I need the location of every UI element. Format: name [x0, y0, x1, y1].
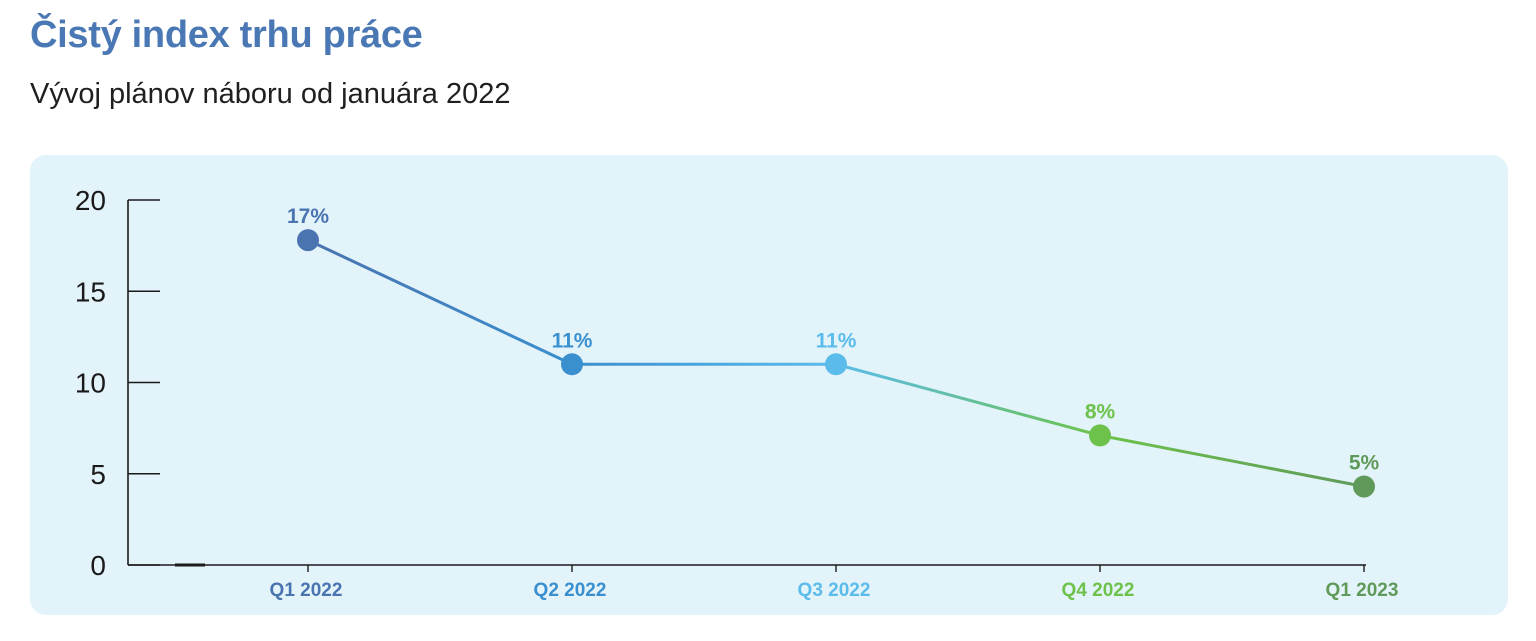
line-segment: [834, 362, 1102, 437]
y-tick-label: 10: [75, 368, 106, 399]
data-point: [561, 353, 583, 376]
data-label: 11%: [816, 329, 857, 352]
line-segment: [1098, 433, 1366, 489]
y-tick-label: 15: [75, 276, 106, 307]
data-point: [1089, 424, 1111, 447]
line-segment: [306, 238, 574, 366]
data-point: [1353, 475, 1375, 498]
chart-data-labels: 17% 11% 11% 8% 5%: [287, 205, 1380, 474]
y-tick-label: 0: [90, 550, 106, 581]
chart-axes: 0 5 10 15 20 Q1 2022 Q2 2022 Q3 2022 Q4 2022 Q1 2…: [75, 185, 1399, 601]
data-label: 17%: [287, 205, 329, 228]
data-label: 5%: [1349, 452, 1380, 475]
x-tick-label: Q1 2022: [270, 580, 343, 601]
x-tick-label: Q1 2023: [1326, 580, 1399, 601]
chart-panel: [30, 155, 1508, 615]
data-label: 8%: [1085, 400, 1116, 423]
y-tick-label: 20: [75, 185, 106, 216]
data-point: [825, 353, 847, 376]
chart-series-line: [306, 238, 1366, 489]
data-label: 11%: [552, 329, 593, 352]
data-point: [297, 229, 319, 252]
x-tick-label: Q4 2022: [1062, 580, 1135, 601]
chart-points: [297, 229, 1375, 498]
chart-subtitle: Vývoj plánov náboru od januára 2022: [30, 78, 511, 110]
x-tick-label: Q2 2022: [534, 580, 607, 601]
chart-title: Čistý index trhu práce: [30, 14, 423, 56]
y-tick-label: 5: [90, 459, 106, 490]
x-tick-label: Q3 2022: [798, 580, 871, 601]
